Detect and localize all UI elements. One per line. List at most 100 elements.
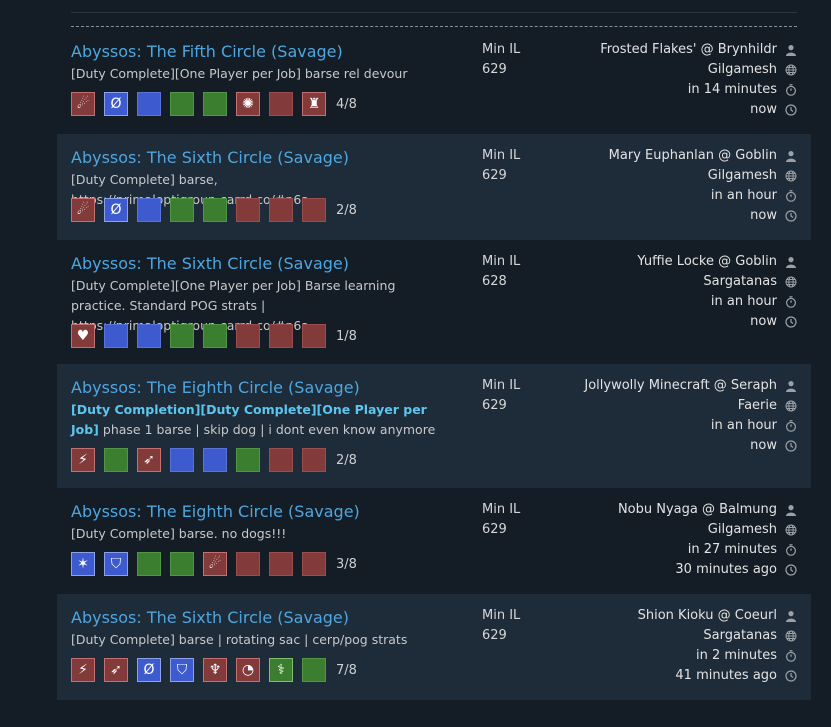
tank-slot-empty <box>137 92 161 116</box>
duty-title[interactable]: Abyssos: The Fifth Circle (Savage) <box>71 42 343 61</box>
duty-title[interactable]: Abyssos: The Sixth Circle (Savage) <box>71 254 349 273</box>
listing-meta: Mary Euphanlan @ Goblin Gilgamesh in an ho… <box>609 146 797 226</box>
creator-name-line: Mary Euphanlan @ Goblin <box>609 146 797 166</box>
listing-row[interactable]: Abyssos: The Sixth Circle (Savage) [Duty … <box>57 134 811 240</box>
description-tags: [Duty Completion][Duty Complete][One Pla… <box>71 402 427 437</box>
description-text: [Duty Complete] barse. no dogs!!! <box>71 526 287 541</box>
creator-name: Yuffie Locke @ Goblin <box>637 254 777 269</box>
dps-slot-empty <box>236 552 260 576</box>
world-name: Faerie <box>737 398 777 413</box>
world-name-line: Gilgamesh <box>618 520 797 540</box>
tank-slot-empty <box>137 198 161 222</box>
healer-slot-empty <box>203 198 227 222</box>
world-name-line: Sargatanas <box>637 272 797 292</box>
dps-slot-filled: ♆ <box>203 658 227 682</box>
updated-time: now <box>750 102 777 117</box>
world-name-line: Faerie <box>584 396 797 416</box>
min-il-label: Min IL <box>482 254 521 269</box>
description-text: phase 1 barse | skip dog | i dont even k… <box>98 422 436 437</box>
stopwatch-icon <box>784 544 797 557</box>
min-item-level: Min IL 629 <box>482 500 520 540</box>
world-name: Sargatanas <box>703 274 777 289</box>
dps-slot-empty <box>269 324 293 348</box>
clock-icon <box>784 670 797 683</box>
world-name: Gilgamesh <box>707 522 777 537</box>
min-item-level: Min IL 629 <box>482 40 520 80</box>
updated-time: 30 minutes ago <box>675 562 777 577</box>
healer-slot-filled: ⚕ <box>269 658 293 682</box>
tank-slot-empty <box>203 448 227 472</box>
world-name-line: Gilgamesh <box>609 166 797 186</box>
globe-icon <box>784 630 797 643</box>
min-il-value: 629 <box>482 522 507 537</box>
min-item-level: Min IL 629 <box>482 146 520 186</box>
tank-slot-filled: Ø <box>104 198 128 222</box>
expires-time-line: in an hour <box>609 186 797 206</box>
dps-slot-empty <box>236 324 260 348</box>
healer-slot-empty <box>203 92 227 116</box>
healer-slot-empty <box>104 448 128 472</box>
party-count: 3/8 <box>336 556 357 572</box>
listing-row[interactable]: Abyssos: The Eighth Circle (Savage) [Duty… <box>57 488 811 594</box>
party-slots: ✶ ⛉ ☄ 3/8 <box>71 552 357 576</box>
listing-description: [Duty Complete] barse. no dogs!!! <box>71 524 451 544</box>
party-count: 4/8 <box>336 96 357 112</box>
min-il-label: Min IL <box>482 502 521 517</box>
min-il-label: Min IL <box>482 378 521 393</box>
healer-slot-empty <box>203 324 227 348</box>
creator-name-line: Frosted Flakes' @ Brynhildr <box>600 40 797 60</box>
listing-meta: Shion Kioku @ Coeurl Sargatanas in 2 minut… <box>638 606 797 686</box>
min-item-level: Min IL 628 <box>482 252 520 292</box>
dps-slot-filled: ➶ <box>137 448 161 472</box>
listing-row[interactable]: Abyssos: The Sixth Circle (Savage) [Duty … <box>57 594 811 700</box>
dashed-divider <box>71 26 797 27</box>
dps-slot-empty <box>269 448 293 472</box>
expires-time: in an hour <box>710 418 777 433</box>
dps-slot-empty <box>236 198 260 222</box>
stopwatch-icon <box>784 84 797 97</box>
expires-time-line: in 27 minutes <box>618 540 797 560</box>
dps-slot-empty <box>269 92 293 116</box>
listing-row[interactable]: Abyssos: The Fifth Circle (Savage) [Duty … <box>57 28 811 134</box>
clock-icon <box>784 104 797 117</box>
top-divider <box>71 12 797 13</box>
duty-title[interactable]: Abyssos: The Eighth Circle (Savage) <box>71 378 360 397</box>
stopwatch-icon <box>784 296 797 309</box>
updated-time-line: now <box>637 312 797 332</box>
listing-row[interactable]: Abyssos: The Sixth Circle (Savage) [Duty … <box>57 240 811 364</box>
tank-slot-filled: Ø <box>104 92 128 116</box>
expires-time: in an hour <box>710 188 777 203</box>
duty-title[interactable]: Abyssos: The Sixth Circle (Savage) <box>71 608 349 627</box>
globe-icon <box>784 64 797 77</box>
user-icon <box>784 610 797 623</box>
duty-title[interactable]: Abyssos: The Eighth Circle (Savage) <box>71 502 360 521</box>
world-name-line: Gilgamesh <box>600 60 797 80</box>
expires-time: in an hour <box>710 294 777 309</box>
stopwatch-icon <box>784 190 797 203</box>
healer-slot-empty <box>170 92 194 116</box>
expires-time-line: in an hour <box>637 292 797 312</box>
dps-slot-empty <box>302 552 326 576</box>
globe-icon <box>784 170 797 183</box>
healer-slot-empty <box>137 552 161 576</box>
user-icon <box>784 150 797 163</box>
min-item-level: Min IL 629 <box>482 376 520 416</box>
stopwatch-icon <box>784 650 797 663</box>
dps-slot-filled: ♥ <box>71 324 95 348</box>
listing-row[interactable]: Abyssos: The Eighth Circle (Savage) [Duty… <box>57 364 811 488</box>
healer-slot-empty <box>170 198 194 222</box>
dps-slot-filled: ⚡ <box>71 448 95 472</box>
creator-name: Frosted Flakes' @ Brynhildr <box>600 42 777 57</box>
listing-meta: Nobu Nyaga @ Balmung Gilgamesh in 27 minut… <box>618 500 797 580</box>
healer-slot-empty <box>170 324 194 348</box>
min-il-value: 629 <box>482 628 507 643</box>
healer-slot-empty <box>170 552 194 576</box>
dps-slot-filled: ✺ <box>236 92 260 116</box>
party-count: 2/8 <box>336 452 357 468</box>
updated-time: now <box>750 208 777 223</box>
min-il-label: Min IL <box>482 148 521 163</box>
globe-icon <box>784 400 797 413</box>
clock-icon <box>784 210 797 223</box>
duty-title[interactable]: Abyssos: The Sixth Circle (Savage) <box>71 148 349 167</box>
description-text: [Duty Complete] barse | rotating sac | c… <box>71 632 408 647</box>
